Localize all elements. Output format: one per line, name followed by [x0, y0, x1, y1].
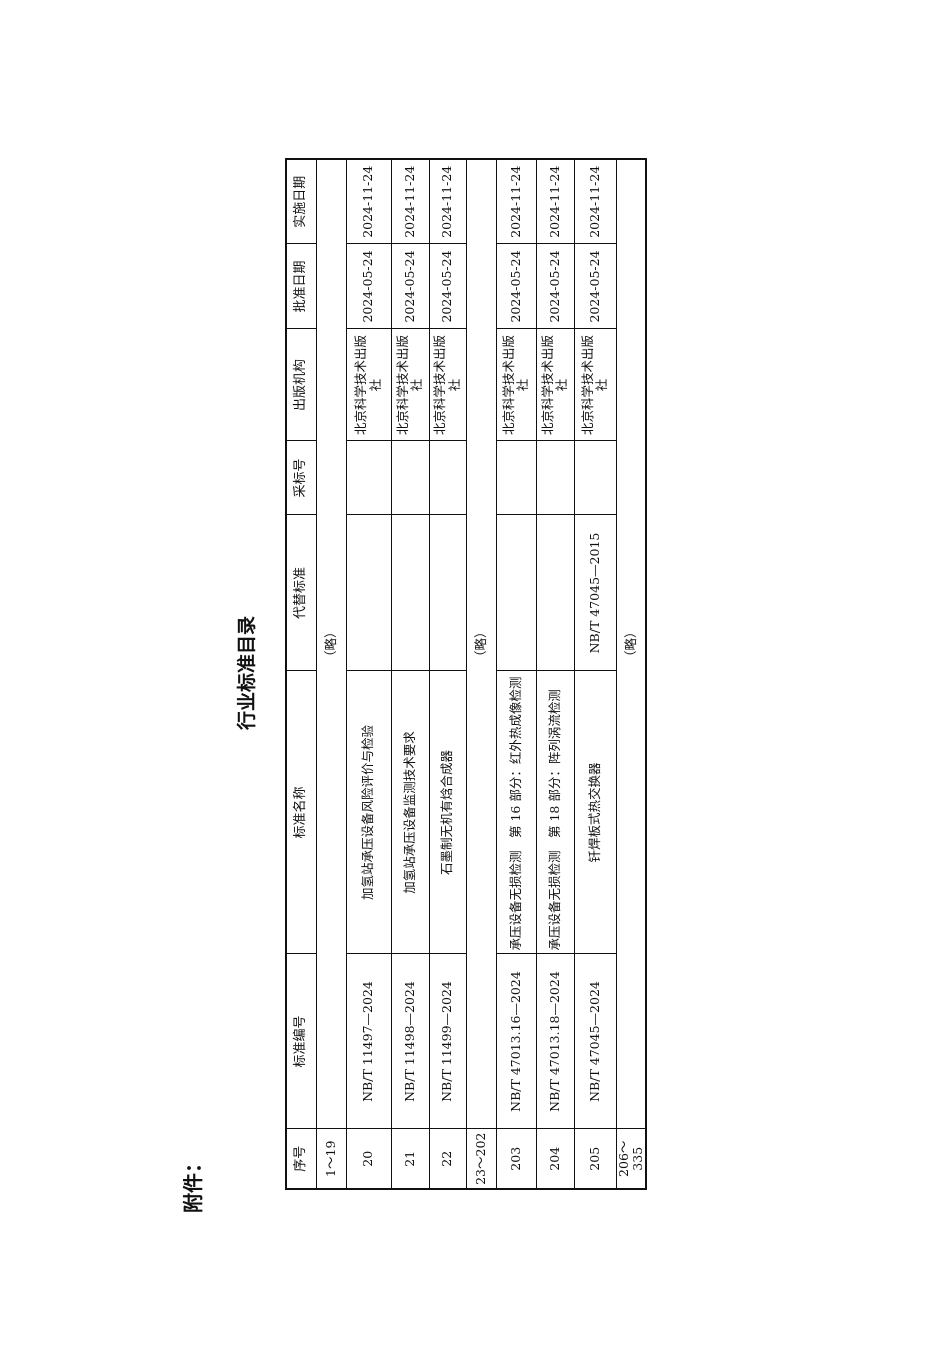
approved-cell: 2024-05-24 [429, 244, 466, 329]
approved-cell: 2024-05-24 [536, 244, 574, 329]
table-row: 22 NB/T 11499—2024 石墨制无机有焓合成器 北京科学技术出版社 2024… [429, 159, 466, 1189]
approved-cell: 2024-05-24 [574, 244, 616, 329]
publisher-cell: 北京科学技术出版社 [346, 329, 391, 441]
attachment-label: 附件： [181, 1153, 205, 1213]
header-effective: 实施日期 [286, 159, 316, 244]
page-title: 行业标准目录 [236, 616, 258, 731]
seq-cell: 203 [496, 1129, 536, 1189]
adopted-cell [496, 441, 536, 515]
omitted-note: （略） [616, 159, 647, 1129]
code-cell: NB/T 11498—2024 [391, 954, 429, 1129]
seq-cell: 23～202 [466, 1129, 496, 1189]
publisher-cell: 北京科学技术出版社 [429, 329, 466, 441]
header-code: 标准编号 [286, 954, 316, 1129]
seq-cell: 1～19 [316, 1129, 346, 1189]
summary-row: 206～335 （略） [616, 159, 647, 1189]
header-seq: 序号 [286, 1129, 316, 1189]
name-cell: 承压设备无损检测 第 16 部分：红外热成像检测 [496, 671, 536, 954]
header-publisher: 出版机构 [286, 329, 316, 441]
adopted-cell [429, 441, 466, 515]
effective-cell: 2024-11-24 [574, 159, 616, 244]
replaces-cell [429, 515, 466, 671]
table-row: 205 NB/T 47045—2024 钎焊板式热交换器 NB/T 47045—201… [574, 159, 616, 1189]
header-replaces: 代替标准 [286, 515, 316, 671]
code-cell: NB/T 47013.18—2024 [536, 954, 574, 1129]
adopted-cell [536, 441, 574, 515]
approved-cell: 2024-05-24 [346, 244, 391, 329]
table-row: 20 NB/T 11497—2024 加氢站承压设备风险评价与检验 北京科学技术出版社… [346, 159, 391, 1189]
code-cell: NB/T 47013.16—2024 [496, 954, 536, 1129]
code-cell: NB/T 11497—2024 [346, 954, 391, 1129]
adopted-cell [391, 441, 429, 515]
seq-cell: 20 [346, 1129, 391, 1189]
adopted-cell [346, 441, 391, 515]
header-adopted: 采标号 [286, 441, 316, 515]
header-name: 标准名称 [286, 671, 316, 954]
effective-cell: 2024-11-24 [536, 159, 574, 244]
effective-cell: 2024-11-24 [391, 159, 429, 244]
omitted-note: （略） [466, 159, 496, 1129]
standards-table-wrapper: 序号 标准编号 标准名称 代替标准 采标号 出版机构 批准日期 实施日期 1～1… [285, 158, 648, 1190]
seq-cell: 22 [429, 1129, 466, 1189]
table-row: 21 NB/T 11498—2024 加氢站承压设备监测技术要求 北京科学技术出版社 2… [391, 159, 429, 1189]
publisher-cell: 北京科学技术出版社 [391, 329, 429, 441]
adopted-cell [574, 441, 616, 515]
seq-cell: 205 [574, 1129, 616, 1189]
standards-table: 序号 标准编号 标准名称 代替标准 采标号 出版机构 批准日期 实施日期 1～1… [285, 158, 648, 1190]
replaces-cell [496, 515, 536, 671]
code-cell: NB/T 47045—2024 [574, 954, 616, 1129]
header-approved: 批准日期 [286, 244, 316, 329]
table-row: 204 NB/T 47013.18—2024 承压设备无损检测 第 18 部分：阵列… [536, 159, 574, 1189]
header-row: 序号 标准编号 标准名称 代替标准 采标号 出版机构 批准日期 实施日期 [286, 159, 316, 1189]
name-cell: 加氢站承压设备风险评价与检验 [346, 671, 391, 954]
publisher-cell: 北京科学技术出版社 [536, 329, 574, 441]
effective-cell: 2024-11-24 [429, 159, 466, 244]
name-cell: 石墨制无机有焓合成器 [429, 671, 466, 954]
seq-cell: 21 [391, 1129, 429, 1189]
replaces-cell: NB/T 47045—2015 [574, 515, 616, 671]
seq-cell: 206～335 [616, 1129, 647, 1189]
replaces-cell [536, 515, 574, 671]
seq-cell: 204 [536, 1129, 574, 1189]
code-cell: NB/T 11499—2024 [429, 954, 466, 1129]
table-row: 203 NB/T 47013.16—2024 承压设备无损检测 第 16 部分：红外… [496, 159, 536, 1189]
name-cell: 承压设备无损检测 第 18 部分：阵列涡流检测 [536, 671, 574, 954]
name-cell: 加氢站承压设备监测技术要求 [391, 671, 429, 954]
summary-row: 23～202 （略） [466, 159, 496, 1189]
omitted-note: （略） [316, 159, 346, 1129]
summary-row: 1～19 （略） [316, 159, 346, 1189]
replaces-cell [346, 515, 391, 671]
publisher-cell: 北京科学技术出版社 [496, 329, 536, 441]
effective-cell: 2024-11-24 [496, 159, 536, 244]
approved-cell: 2024-05-24 [391, 244, 429, 329]
name-cell: 钎焊板式热交换器 [574, 671, 616, 954]
replaces-cell [391, 515, 429, 671]
approved-cell: 2024-05-24 [496, 244, 536, 329]
effective-cell: 2024-11-24 [346, 159, 391, 244]
publisher-cell: 北京科学技术出版社 [574, 329, 616, 441]
